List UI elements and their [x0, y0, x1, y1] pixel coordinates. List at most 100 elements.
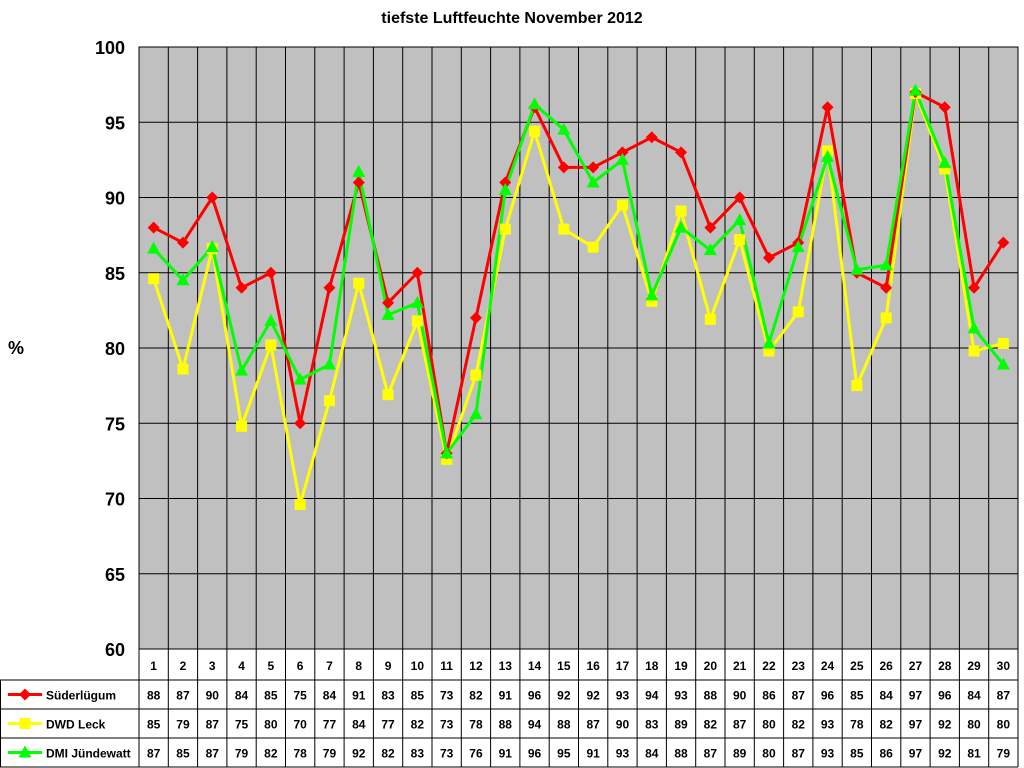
data-label: 82 [879, 718, 893, 732]
data-point-square [968, 345, 980, 357]
data-point-square [792, 306, 804, 318]
data-label: 97 [909, 689, 923, 703]
data-point-diamond [762, 251, 775, 264]
legend-entry: DWD Leck [46, 718, 106, 732]
x-tick-label: 13 [499, 659, 513, 673]
y-tick-label: 95 [105, 113, 125, 133]
data-label: 87 [147, 747, 161, 761]
data-point-square [587, 241, 599, 253]
data-label: 93 [616, 747, 630, 761]
data-point-square [177, 363, 189, 375]
y-axis-label: % [8, 338, 24, 358]
data-label: 70 [293, 718, 307, 732]
x-tick-label: 5 [268, 659, 275, 673]
data-point-square [294, 499, 306, 511]
data-label: 83 [381, 689, 395, 703]
data-label: 79 [235, 747, 249, 761]
data-point-diamond [19, 688, 31, 701]
data-label: 97 [909, 747, 923, 761]
data-point-diamond [176, 236, 189, 249]
data-label: 83 [645, 718, 659, 732]
data-point-square [851, 380, 863, 392]
data-label: 85 [850, 689, 864, 703]
data-label: 91 [499, 747, 513, 761]
data-point-triangle [762, 336, 776, 349]
x-tick-label: 19 [674, 659, 688, 673]
data-label: 86 [879, 747, 893, 761]
data-label: 84 [645, 747, 659, 761]
data-label: 90 [616, 718, 630, 732]
data-label: 77 [323, 718, 337, 732]
data-point-square [499, 223, 511, 235]
data-point-diamond [968, 281, 981, 294]
x-tick-label: 16 [586, 659, 600, 673]
data-point-triangle [557, 122, 571, 135]
data-point-triangle [821, 149, 835, 162]
data-point-diamond [616, 146, 629, 159]
x-tick-label: 23 [792, 659, 806, 673]
data-point-square [646, 295, 658, 307]
data-point-triangle [293, 372, 307, 385]
data-label: 80 [997, 718, 1011, 732]
data-label: 91 [586, 747, 600, 761]
data-point-triangle [967, 321, 981, 334]
data-point-diamond [645, 131, 658, 144]
data-point-diamond [880, 281, 893, 294]
y-tick-label: 65 [105, 565, 125, 585]
data-point-diamond [557, 161, 570, 174]
x-tick-label: 12 [469, 659, 483, 673]
data-point-square [441, 453, 453, 465]
data-label: 82 [381, 747, 395, 761]
data-point-diamond [264, 266, 277, 279]
data-point-square [265, 339, 277, 351]
data-label: 81 [967, 747, 981, 761]
data-point-diamond [587, 161, 600, 174]
x-tick-label: 15 [557, 659, 571, 673]
data-point-square [939, 163, 951, 175]
y-tick-label: 85 [105, 264, 125, 284]
x-tick-label: 26 [879, 659, 893, 673]
y-tick-label: 60 [105, 640, 125, 660]
data-point-triangle [440, 446, 454, 459]
data-label: 94 [645, 689, 659, 703]
data-label: 86 [762, 689, 776, 703]
data-point-diamond [733, 191, 746, 204]
data-label: 80 [762, 747, 776, 761]
x-tick-label: 21 [733, 659, 747, 673]
data-label: 87 [733, 718, 747, 732]
data-point-triangle [674, 220, 688, 233]
data-label: 78 [469, 718, 483, 732]
data-point-diamond [499, 176, 512, 189]
x-tick-label: 25 [850, 659, 864, 673]
data-label: 96 [528, 689, 542, 703]
x-tick-label: 2 [180, 659, 187, 673]
data-point-square [529, 125, 541, 137]
series-lines [152, 89, 1005, 507]
data-label: 96 [821, 689, 835, 703]
data-label: 94 [528, 718, 542, 732]
data-point-triangle [996, 357, 1010, 370]
data-point-square [236, 420, 248, 432]
data-point-diamond [821, 101, 834, 114]
x-tick-label: 17 [616, 659, 630, 673]
x-tick-label: 30 [997, 659, 1011, 673]
data-label: 87 [176, 689, 190, 703]
data-label: 77 [381, 718, 395, 732]
data-point-square [763, 345, 775, 357]
data-point-triangle [322, 357, 336, 370]
data-point-square [675, 205, 687, 217]
data-point-diamond [235, 281, 248, 294]
data-point-diamond [323, 281, 336, 294]
x-tick-label: 6 [297, 659, 304, 673]
data-label: 73 [440, 718, 454, 732]
data-label: 85 [850, 747, 864, 761]
y-axis-ticks: 60 65 70 75 80 85 90 95 100 [95, 38, 125, 660]
x-tick-label: 9 [385, 659, 392, 673]
data-point-square [148, 273, 160, 285]
data-label: 88 [704, 689, 718, 703]
data-label: 84 [879, 689, 893, 703]
data-label: 82 [469, 689, 483, 703]
y-tick-label: 75 [105, 414, 125, 434]
data-label: 82 [704, 718, 718, 732]
